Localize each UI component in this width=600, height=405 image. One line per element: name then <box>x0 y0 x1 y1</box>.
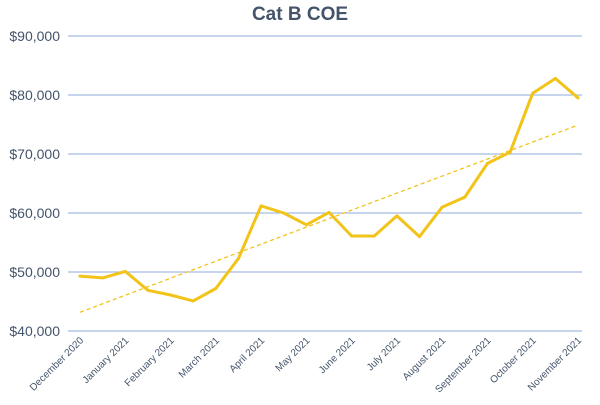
data-point <box>169 293 173 297</box>
y-tick-label: $40,000 <box>9 323 60 339</box>
data-point <box>101 276 105 280</box>
data-point <box>304 223 308 227</box>
data-point <box>553 76 557 80</box>
data-point <box>463 195 467 199</box>
series-layer <box>78 76 580 303</box>
chart-title: Cat B COE <box>251 4 349 25</box>
data-point <box>78 274 82 278</box>
y-tick-label: $90,000 <box>9 28 60 44</box>
data-point <box>191 299 195 303</box>
data-point <box>395 214 399 218</box>
data-point <box>236 256 240 260</box>
data-point <box>485 161 489 165</box>
x-tick-label: March 2021 <box>177 335 222 380</box>
series-line <box>78 77 580 303</box>
data-point <box>372 234 376 238</box>
data-point <box>282 211 286 215</box>
x-tick-label: August 2021 <box>401 335 449 383</box>
data-point <box>350 234 354 238</box>
x-tick-label: July 2021 <box>365 335 403 373</box>
y-tick-label: $70,000 <box>9 146 60 162</box>
trendline <box>79 124 579 313</box>
data-point <box>327 210 331 214</box>
y-tick-label: $50,000 <box>9 264 60 280</box>
data-point <box>418 235 422 239</box>
x-tick-label: April 2021 <box>228 335 268 375</box>
x-tick-label: December 2020 <box>28 335 86 393</box>
data-point <box>259 204 263 208</box>
data-point <box>123 269 127 273</box>
trendline-layer <box>79 124 579 313</box>
y-axis-ticks: $40,000 $50,000 $60,000 $70,000 $80,000 $90,0… <box>9 28 60 339</box>
data-point <box>146 288 150 292</box>
data-point <box>531 91 535 95</box>
data-point <box>440 205 444 209</box>
data-point <box>214 287 218 291</box>
data-point <box>508 150 512 154</box>
x-tick-label: January 2021 <box>81 335 132 386</box>
y-tick-label: $60,000 <box>9 205 60 221</box>
data-point <box>576 96 580 100</box>
y-tick-label: $80,000 <box>9 87 60 103</box>
x-tick-label: October 2021 <box>488 335 539 386</box>
x-tick-label: June 2021 <box>317 335 358 376</box>
x-tick-label: May 2021 <box>274 335 313 374</box>
